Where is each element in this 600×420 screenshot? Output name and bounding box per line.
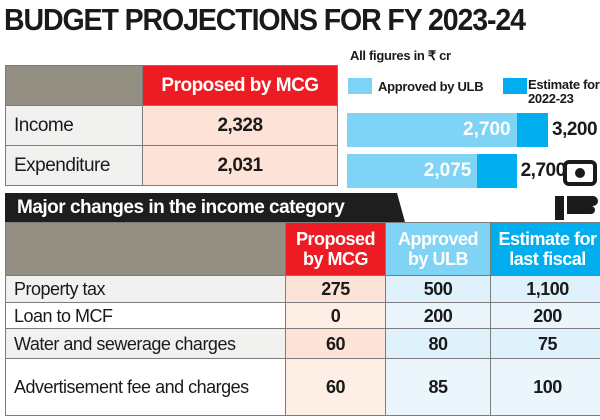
table-row: Expenditure 2,031 [5,145,338,186]
income-table: Proposed by MCG Approved by ULB Estimate… [5,222,600,416]
row-label: Loan to MCF [5,302,286,329]
cell: 200 [385,302,491,329]
header-blank [5,222,286,276]
row-label: Advertisement fee and charges [5,358,286,416]
header-blank [5,65,143,106]
row-label: Water and sewerage charges [5,328,286,359]
cell: 60 [285,328,386,359]
bar-label-estimate: 3,200 [552,119,598,140]
cell: 1,100 [490,275,600,303]
bar-approved-income: 2,700 [347,113,517,147]
header-estimate: Estimate for last fiscal [490,222,600,276]
units-note: All figures in ₹ cr [350,48,451,63]
table-row: Property tax 275 500 1,100 [5,275,600,303]
cell: 80 [385,328,491,359]
cell: 60 [285,358,386,416]
header-proposed: Proposed by MCG [142,65,338,106]
header-proposed: Proposed by MCG [285,222,386,276]
row-label: Property tax [5,275,286,303]
table-row: Water and sewerage charges 60 80 75 [5,328,600,359]
cell: 275 [285,275,386,303]
cell: 200 [490,302,600,329]
row-value: 2,328 [142,105,338,146]
page-title: BUDGET PROJECTIONS FOR FY 2023-24 [4,2,526,37]
bar-label-estimate: 2,700 [520,160,567,181]
legend-swatch-approved [348,78,372,94]
table-row: Income 2,328 [5,105,338,146]
cell: 75 [490,328,600,359]
summary-table: Proposed by MCG Income 2,328 Expenditure 2… [5,65,338,186]
legend-swatch-estimate [503,78,527,94]
legend-approved: Approved by ULB [378,79,484,94]
bar-approved-expenditure: 2,075 [347,154,478,188]
table-row: Loan to MCF 0 200 200 [5,302,600,329]
row-label: Expenditure [5,145,143,186]
cell: 500 [385,275,491,303]
cell: 100 [490,358,600,416]
header-approved: Approved by ULB [385,222,491,276]
cell: 85 [385,358,491,416]
cell: 0 [285,302,386,329]
legend-estimate: Estimate for 2022-23 [528,77,600,106]
hand-with-money-icon [555,160,598,220]
row-value: 2,031 [142,145,338,186]
section-title: Major changes in the income category [5,193,405,222]
table-row: Advertisement fee and charges 60 85 100 [5,358,600,416]
row-label: Income [5,105,143,146]
